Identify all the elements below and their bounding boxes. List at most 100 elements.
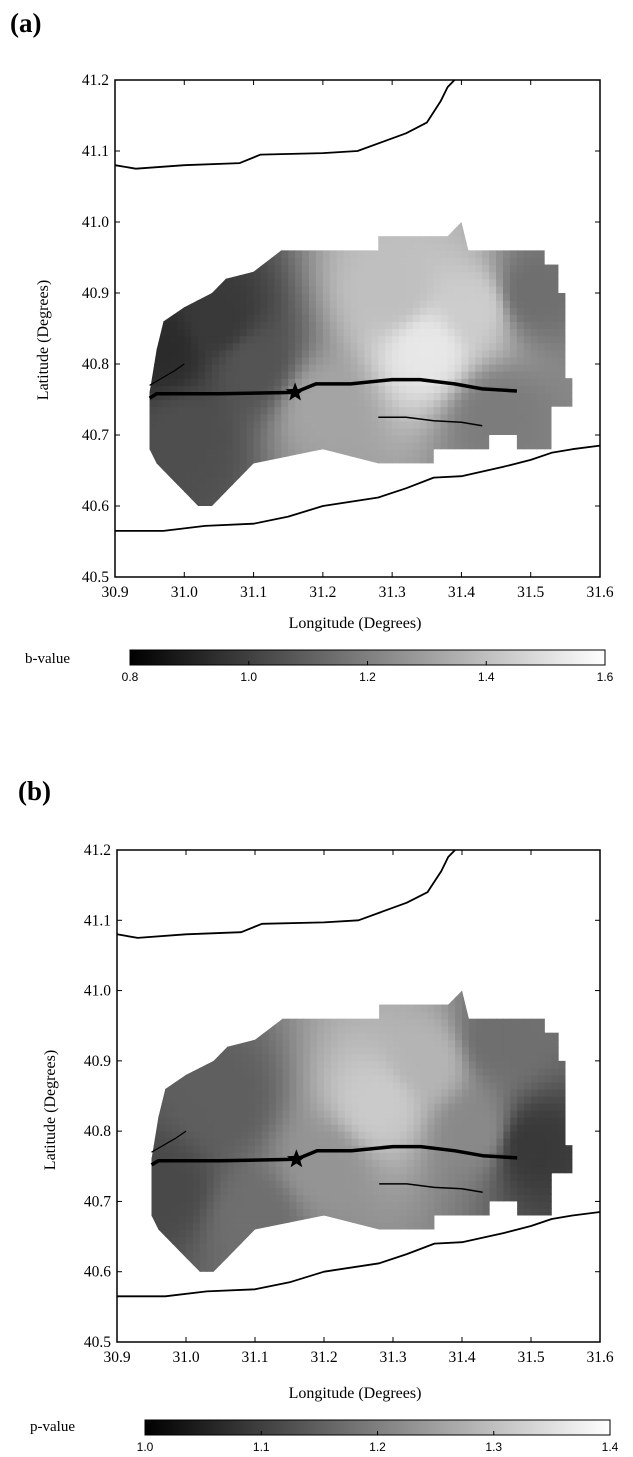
heatmap-cell: [558, 285, 566, 294]
heatmap-cell: [163, 243, 171, 251]
heatmap-cell: [441, 1222, 449, 1231]
heatmap-cell: [385, 498, 393, 506]
heatmap-cell: [156, 392, 165, 401]
heatmap-cell: [191, 222, 199, 230]
heatmap-cell: [558, 484, 566, 493]
heatmap-cell: [227, 1131, 235, 1139]
heatmap-cell: [309, 484, 317, 493]
heatmap-cell: [385, 321, 393, 330]
heatmap-cell: [530, 392, 539, 401]
heatmap-cell: [172, 1124, 180, 1132]
heatmap-cell: [496, 1201, 504, 1209]
heatmap-cell: [378, 342, 386, 351]
heatmap-cell: [544, 413, 553, 422]
heatmap-cell: [461, 392, 469, 401]
heatmap-cell: [399, 470, 407, 479]
heatmap-cell: [372, 1272, 380, 1280]
heatmap-cell: [337, 1096, 346, 1104]
heatmap-cell: [261, 1018, 270, 1027]
heatmap-cell: [350, 392, 359, 401]
heatmap-cell: [427, 1081, 435, 1090]
heatmap-cell: [165, 1194, 173, 1202]
heatmap-cell: [509, 491, 518, 500]
heatmap-cell: [289, 1004, 297, 1013]
heatmap-cell: [351, 1166, 360, 1174]
heatmap-cell: [225, 399, 234, 408]
heatmap-cell: [358, 1131, 366, 1139]
heatmap-cell: [523, 285, 532, 294]
heatmap-cell: [419, 264, 428, 273]
heatmap-cell: [447, 392, 456, 401]
heatmap-cell: [516, 392, 525, 401]
heatmap-cell: [365, 1124, 373, 1132]
heatmap-cell: [309, 356, 317, 365]
heatmap-cell: [267, 406, 275, 415]
heatmap-cell: [426, 491, 435, 500]
heatmap-cell: [186, 1131, 194, 1139]
heatmap-cell: [386, 1159, 394, 1167]
heatmap-cell: [322, 399, 331, 408]
heatmap-cell: [357, 385, 365, 393]
heatmap-cell: [393, 1272, 401, 1280]
heatmap-cell: [246, 435, 255, 443]
heatmap-cell: [455, 1018, 463, 1027]
heatmap-cell: [288, 349, 296, 358]
heatmap-cell: [317, 1067, 325, 1076]
heatmap-cell: [255, 1166, 263, 1174]
heatmap-cell: [186, 1110, 194, 1118]
heatmap-cell: [302, 427, 310, 436]
heatmap-cell: [399, 997, 408, 1006]
heatmap-cell: [255, 1074, 263, 1083]
heatmap-cell: [170, 364, 178, 372]
heatmap-cell: [163, 285, 171, 294]
heatmap-cell: [427, 1011, 435, 1020]
heatmap-cell: [303, 1117, 311, 1125]
heatmap-cell: [482, 1166, 491, 1174]
heatmap-cell: [385, 264, 393, 273]
heatmap-cell: [199, 1004, 208, 1013]
heatmap-cell: [454, 371, 462, 379]
heatmap-cell: [358, 1208, 366, 1217]
heatmap-cell: [156, 371, 165, 379]
heatmap-cell: [379, 1110, 387, 1118]
heatmap-cell: [218, 335, 227, 344]
heatmap-cell: [406, 1053, 415, 1062]
heatmap-cell: [151, 1250, 153, 1259]
heatmap-cell: [212, 250, 220, 259]
heatmap-cell: [295, 449, 303, 457]
heatmap-cell: [241, 990, 249, 992]
heatmap-cell: [523, 328, 532, 337]
heatmap-cell: [552, 208, 560, 216]
heatmap-cell: [489, 420, 497, 429]
heatmap-cell: [179, 997, 187, 1006]
heatmap-cell: [158, 1138, 166, 1146]
heatmap-cell: [572, 236, 580, 244]
heatmap-cell: [392, 364, 400, 372]
heatmap-cell: [343, 484, 352, 493]
heatmap-cell: [163, 484, 171, 493]
heatmap-cell: [206, 1096, 215, 1104]
heatmap-cell: [537, 300, 546, 308]
heatmap-cell: [218, 371, 227, 379]
heatmap-cell: [213, 1060, 222, 1069]
heatmap-cell: [295, 371, 303, 379]
heatmap-cell: [212, 371, 220, 379]
heatmap-cell: [149, 371, 151, 379]
heatmap-cell: [516, 378, 525, 386]
heatmap-cell: [379, 1166, 387, 1174]
heatmap-cell: [317, 1194, 325, 1202]
heatmap-cell: [558, 236, 566, 244]
heatmap-cell: [149, 349, 151, 358]
heatmap-cell: [372, 1159, 380, 1167]
heatmap-cell: [322, 463, 331, 472]
heatmap-cell: [489, 435, 497, 443]
heatmap-cell: [151, 1053, 159, 1062]
heatmap-cell: [406, 1243, 415, 1252]
heatmap-cell: [268, 1124, 277, 1132]
heatmap-cell: [241, 1201, 249, 1209]
heatmap-cell: [392, 435, 400, 443]
heatmap-cell: [475, 1018, 484, 1027]
heatmap-cell: [537, 413, 546, 422]
heatmap-cell: [357, 278, 365, 287]
heatmap-cell: [350, 399, 359, 408]
